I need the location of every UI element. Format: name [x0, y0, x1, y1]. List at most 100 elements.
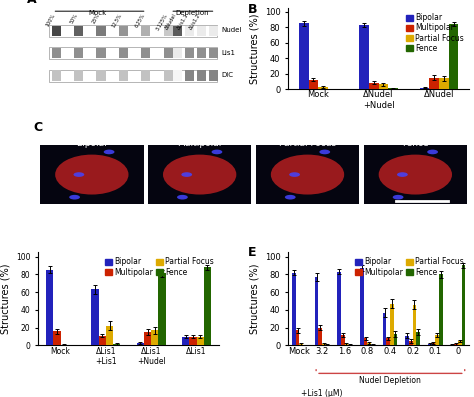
Bar	[439, 274, 443, 345]
Bar	[40, 145, 144, 204]
Y-axis label: Structures (%): Structures (%)	[0, 264, 10, 334]
Bar	[315, 277, 319, 345]
Bar	[364, 145, 467, 204]
Bar	[429, 77, 439, 89]
Text: Lis1: Lis1	[221, 50, 235, 56]
Text: DIC: DIC	[221, 72, 233, 78]
Bar	[49, 69, 218, 82]
Bar	[52, 48, 61, 58]
Ellipse shape	[392, 195, 403, 200]
Ellipse shape	[163, 154, 237, 195]
Text: 6.25%: 6.25%	[134, 13, 146, 29]
Bar	[173, 70, 182, 81]
Bar	[393, 334, 397, 345]
Bar	[185, 70, 194, 81]
Bar	[416, 332, 420, 345]
Bar	[299, 23, 309, 89]
Bar	[106, 326, 113, 345]
Bar	[148, 145, 251, 204]
Bar	[341, 335, 345, 345]
Ellipse shape	[285, 195, 296, 200]
Bar	[52, 70, 61, 81]
Bar	[319, 328, 322, 345]
Bar	[49, 25, 218, 37]
Ellipse shape	[397, 172, 408, 177]
Bar	[197, 337, 204, 345]
Bar	[360, 268, 364, 345]
Bar	[141, 26, 150, 37]
Text: B: B	[248, 3, 258, 16]
Text: Depletion: Depletion	[175, 10, 209, 15]
Bar	[390, 304, 393, 345]
Bar	[345, 344, 348, 345]
Y-axis label: Structures (%): Structures (%)	[249, 264, 259, 334]
Text: ΔLis1.1: ΔLis1.1	[176, 13, 190, 31]
Text: 100%: 100%	[45, 13, 56, 27]
Bar	[141, 48, 150, 58]
Bar	[74, 70, 83, 81]
Ellipse shape	[55, 154, 128, 195]
Bar	[300, 344, 303, 345]
Bar	[292, 272, 296, 345]
Bar	[97, 26, 106, 37]
Bar	[428, 344, 432, 345]
Ellipse shape	[182, 172, 192, 177]
Bar	[119, 70, 128, 81]
Bar	[296, 330, 300, 345]
Bar	[367, 343, 371, 345]
Text: 50%: 50%	[69, 13, 79, 25]
Bar	[74, 48, 83, 58]
Bar	[388, 88, 398, 89]
Bar	[322, 344, 326, 345]
Text: Partial Focus: Partial Focus	[279, 139, 336, 148]
Bar	[52, 26, 61, 37]
Bar	[413, 304, 416, 345]
Text: C: C	[34, 121, 43, 134]
Bar	[209, 48, 218, 58]
Bar	[119, 26, 128, 37]
Text: Fence: Fence	[402, 139, 428, 148]
Bar	[318, 87, 328, 89]
Ellipse shape	[73, 172, 84, 177]
Ellipse shape	[289, 172, 300, 177]
Bar	[137, 343, 144, 345]
Bar	[173, 48, 182, 58]
Bar	[364, 338, 367, 345]
Text: +Lis1 (μM): +Lis1 (μM)	[301, 389, 342, 397]
Bar	[197, 70, 206, 81]
Bar	[53, 331, 61, 345]
Bar	[449, 24, 458, 89]
Ellipse shape	[271, 154, 344, 195]
Bar	[91, 289, 99, 345]
Text: A: A	[27, 0, 36, 6]
Bar	[141, 70, 150, 81]
Bar	[209, 26, 218, 37]
Text: ΔNudel: ΔNudel	[164, 13, 177, 31]
Bar	[185, 48, 194, 58]
Bar	[383, 312, 386, 345]
Bar	[458, 341, 462, 345]
Bar	[309, 80, 318, 89]
Bar	[49, 47, 218, 59]
Bar	[197, 48, 206, 58]
Bar	[182, 337, 189, 345]
Bar	[99, 335, 106, 345]
Bar	[359, 25, 369, 89]
Bar	[185, 26, 194, 37]
Bar	[164, 70, 173, 81]
Bar	[386, 338, 390, 345]
Bar	[113, 344, 120, 345]
Bar	[158, 274, 166, 345]
Text: Nudel: Nudel	[221, 27, 241, 33]
Bar	[209, 70, 218, 81]
Bar	[405, 335, 409, 345]
Ellipse shape	[177, 195, 188, 200]
Legend: Bipolar, Multipolar, Partial Focus, Fence: Bipolar, Multipolar, Partial Focus, Fenc…	[404, 12, 465, 54]
Legend: Bipolar, Multipolar, Partial Focus, Fence: Bipolar, Multipolar, Partial Focus, Fenc…	[103, 256, 215, 278]
Bar	[119, 48, 128, 58]
Text: E: E	[248, 247, 256, 260]
Bar	[46, 270, 53, 345]
Bar	[454, 344, 458, 345]
Bar	[432, 343, 435, 345]
Ellipse shape	[69, 195, 80, 200]
